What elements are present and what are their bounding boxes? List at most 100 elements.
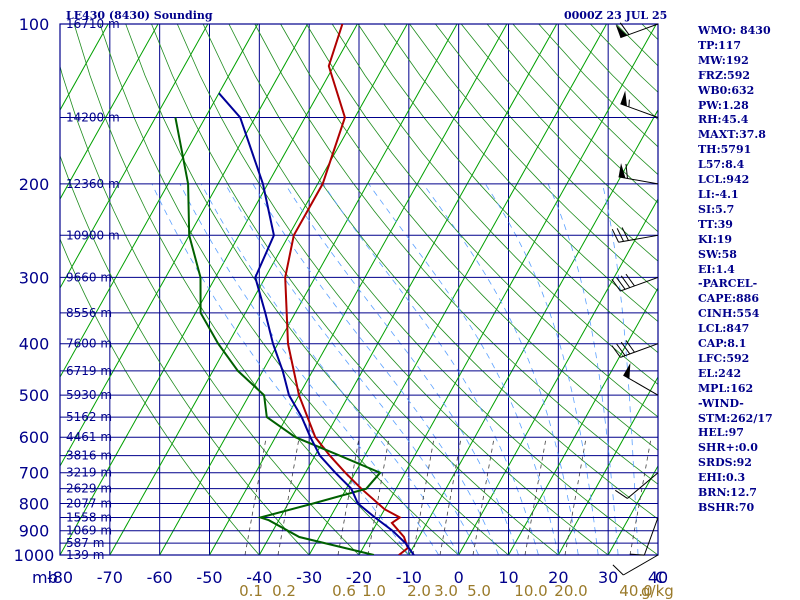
wind-barb bbox=[618, 163, 659, 185]
mixing-ratio-line bbox=[412, 437, 435, 555]
wind-barb-flag bbox=[615, 24, 627, 38]
temperature-tick-label: -50 bbox=[196, 568, 222, 587]
index-item: WB0:632 bbox=[698, 83, 755, 97]
wind-barb-feather bbox=[616, 277, 626, 290]
wind-barb-feather bbox=[621, 227, 629, 241]
isobar-lines bbox=[59, 23, 659, 556]
pressure-tick-label: 500 bbox=[19, 386, 50, 405]
temperature-tick-label: -80 bbox=[47, 568, 73, 587]
height-label: 1558 m bbox=[66, 511, 112, 525]
skewed-isotherm bbox=[60, 24, 159, 201]
wind-barb-feather bbox=[612, 564, 624, 576]
temperature-tick-label: 40 bbox=[648, 568, 668, 587]
mixing-ratio-tick-label: 5.0 bbox=[467, 582, 491, 600]
wind-barb-feather bbox=[616, 228, 624, 242]
temperature-tick-label: 10 bbox=[498, 568, 518, 587]
skewed-isotherm bbox=[308, 24, 607, 555]
mixing-ratio-line bbox=[244, 437, 267, 555]
wind-barb-feather bbox=[629, 553, 645, 556]
wind-barb bbox=[611, 227, 659, 243]
mixing-ratio-line bbox=[367, 437, 390, 555]
mixing-ratio-tick-label: 1.0 bbox=[362, 582, 386, 600]
plot-frame bbox=[59, 23, 659, 556]
dewpoint-profile-line bbox=[174, 117, 382, 555]
index-item: -WIND- bbox=[698, 396, 744, 410]
index-item: STM:262/17 bbox=[698, 411, 773, 425]
index-item: RH:45.4 bbox=[698, 113, 749, 127]
mixing-ratio-unit-label: g/kg bbox=[641, 582, 674, 600]
temperature-profile-line bbox=[284, 24, 409, 555]
index-item: CINH:554 bbox=[698, 307, 760, 321]
mixing-ratio-line bbox=[564, 437, 587, 555]
index-item: SI:5.7 bbox=[698, 202, 735, 216]
wind-barb-shaft bbox=[620, 103, 659, 118]
pressure-tick-label: 900 bbox=[19, 522, 50, 541]
index-item: MAXT:37.8 bbox=[698, 128, 766, 142]
skewed-isotherm bbox=[508, 287, 658, 555]
index-item: LFC:592 bbox=[698, 351, 750, 365]
parcel-profile-line bbox=[218, 92, 415, 555]
index-item: -PARCEL- bbox=[698, 277, 758, 291]
index-item: TH:5791 bbox=[698, 143, 752, 157]
index-item: L57:8.4 bbox=[698, 158, 745, 172]
index-item: FRZ:592 bbox=[698, 68, 751, 82]
height-label: 6719 m bbox=[66, 364, 112, 378]
wind-barb bbox=[611, 340, 659, 358]
wind-barb-shaft bbox=[620, 343, 659, 358]
index-item: TP:117 bbox=[698, 38, 742, 52]
temperature-tick-label: -20 bbox=[346, 568, 372, 587]
height-label: 9660 m bbox=[66, 270, 112, 284]
wind-barbs bbox=[611, 22, 659, 576]
index-item: CAPE:886 bbox=[698, 292, 759, 306]
index-item: KI:19 bbox=[698, 232, 733, 246]
wind-barb bbox=[615, 472, 659, 499]
wind-barb-flag bbox=[623, 363, 631, 379]
mixing-ratio-tick-label: 3.0 bbox=[434, 582, 458, 600]
moist-adiabat bbox=[200, 183, 460, 555]
temperature-tick-label: -40 bbox=[246, 568, 272, 587]
height-label: 2077 m bbox=[66, 497, 112, 511]
skewed-isotherm bbox=[0, 24, 9, 555]
height-label: 14200 m bbox=[66, 111, 120, 125]
temperature-unit-label: C bbox=[655, 568, 666, 587]
skewed-isotherm bbox=[60, 24, 308, 468]
sounding-profiles bbox=[174, 24, 415, 555]
wind-barb-feather bbox=[625, 163, 628, 179]
height-label: 5930 m bbox=[66, 388, 112, 402]
wind-barb bbox=[611, 273, 659, 292]
moist-adiabat bbox=[422, 183, 579, 555]
index-item: PW:1.28 bbox=[698, 98, 749, 112]
index-item: MW:192 bbox=[698, 53, 749, 67]
height-label: 7600 m bbox=[66, 337, 112, 351]
index-item: WMO: 8430 bbox=[698, 24, 771, 37]
height-label: 587 m bbox=[66, 536, 104, 550]
wind-barb-shaft bbox=[643, 517, 659, 556]
height-label: 3816 m bbox=[66, 449, 112, 463]
wind-barb-feather bbox=[625, 273, 635, 287]
wind-barb-feather bbox=[611, 228, 620, 243]
mixing-ratio-line bbox=[439, 437, 462, 555]
moist-adiabat bbox=[224, 183, 479, 555]
pressure-tick-label: 600 bbox=[19, 428, 50, 447]
mixing-ratio-line bbox=[629, 437, 652, 555]
skewed-isotherm bbox=[209, 24, 508, 555]
skewed-isotherm bbox=[557, 376, 658, 555]
moist-adiabat bbox=[284, 183, 519, 555]
wind-barb-shaft bbox=[618, 176, 659, 185]
pressure-tick-label: 1000 bbox=[14, 546, 55, 565]
index-item: EI:1.4 bbox=[698, 262, 735, 276]
index-item: LI:-4.1 bbox=[698, 187, 739, 201]
height-label: 10900 m bbox=[66, 228, 120, 242]
wind-barb-shaft bbox=[627, 472, 659, 499]
skewed-isotherm bbox=[60, 24, 209, 290]
wind-barb bbox=[620, 90, 659, 118]
wind-barb-feather bbox=[611, 345, 621, 358]
mixing-ratio-tick-label: 40.0 bbox=[619, 582, 652, 600]
temperature-tick-label: -70 bbox=[97, 568, 123, 587]
wind-barb bbox=[623, 363, 659, 396]
height-label: 16710 m bbox=[66, 17, 120, 31]
pressure-tick-label: 800 bbox=[19, 495, 50, 514]
mixing-ratio-tick-label: 2.0 bbox=[407, 582, 431, 600]
skewed-isotherm bbox=[159, 24, 458, 555]
